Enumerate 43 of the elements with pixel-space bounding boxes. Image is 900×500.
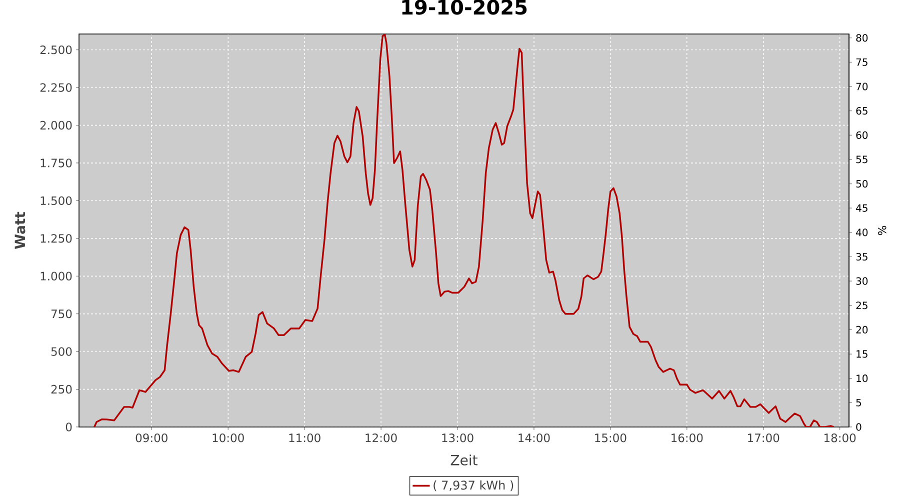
y2-tick-label: 70: [856, 82, 868, 90]
x-tick-label: 17:00: [748, 434, 780, 442]
y-tick-label: 1.000: [40, 272, 72, 280]
y2-tick-label: 20: [856, 326, 868, 334]
chart-title: 19-10-2025: [402, 0, 527, 15]
x-tick-label: 12:00: [366, 434, 397, 442]
y-tick-label: 0: [66, 422, 72, 432]
y2-tick-label: 30: [856, 277, 868, 285]
y2-tick-label: 25: [856, 302, 868, 310]
y2-tick-label: 35: [856, 252, 868, 261]
x-tick-label: 09:00: [136, 434, 168, 442]
x-tick-label: 18:00: [824, 434, 856, 442]
x-tick-label: 16:00: [672, 434, 703, 442]
y-tick-label: 1.250: [40, 234, 72, 243]
y-tick-label: 1.500: [40, 196, 72, 206]
y2-tick-label: 65: [856, 107, 868, 115]
y2-tick-label: 15: [856, 350, 868, 358]
y2-tick-label: 50: [856, 180, 868, 188]
y-tick-label: 250: [51, 384, 72, 394]
y-tick-label: 750: [51, 309, 72, 318]
legend-label: ( 7,937 kWh ): [434, 480, 514, 492]
y-tick-label: 500: [51, 347, 72, 356]
y2-tick-label: 75: [856, 58, 868, 66]
y2-tick-label: 40: [856, 228, 868, 236]
y-tick-label: 2.000: [40, 120, 72, 130]
y-tick-label: 1.750: [40, 158, 72, 168]
y2-tick-label: 45: [856, 204, 868, 212]
y-axis-title: Watt: [14, 212, 26, 249]
x-tick-label: 14:00: [518, 434, 550, 442]
y2-tick-label: 80: [856, 34, 868, 42]
y-tick-label: 2.250: [40, 83, 72, 92]
y2-tick-label: 60: [856, 131, 868, 139]
x-tick-label: 15:00: [595, 434, 626, 442]
x-tick-label: 13:00: [442, 434, 474, 442]
y2-tick-label: 10: [856, 374, 868, 382]
y2-axis-title: %: [878, 226, 886, 236]
x-tick-label: 11:00: [289, 434, 320, 442]
y2-tick-label: 0: [856, 423, 862, 431]
x-tick-label: 10:00: [212, 434, 244, 442]
y2-tick-label: 55: [856, 156, 868, 164]
y2-tick-label: 5: [856, 398, 862, 406]
x-axis-title: Zeit: [450, 454, 478, 466]
y-tick-label: 2.500: [40, 45, 72, 54]
